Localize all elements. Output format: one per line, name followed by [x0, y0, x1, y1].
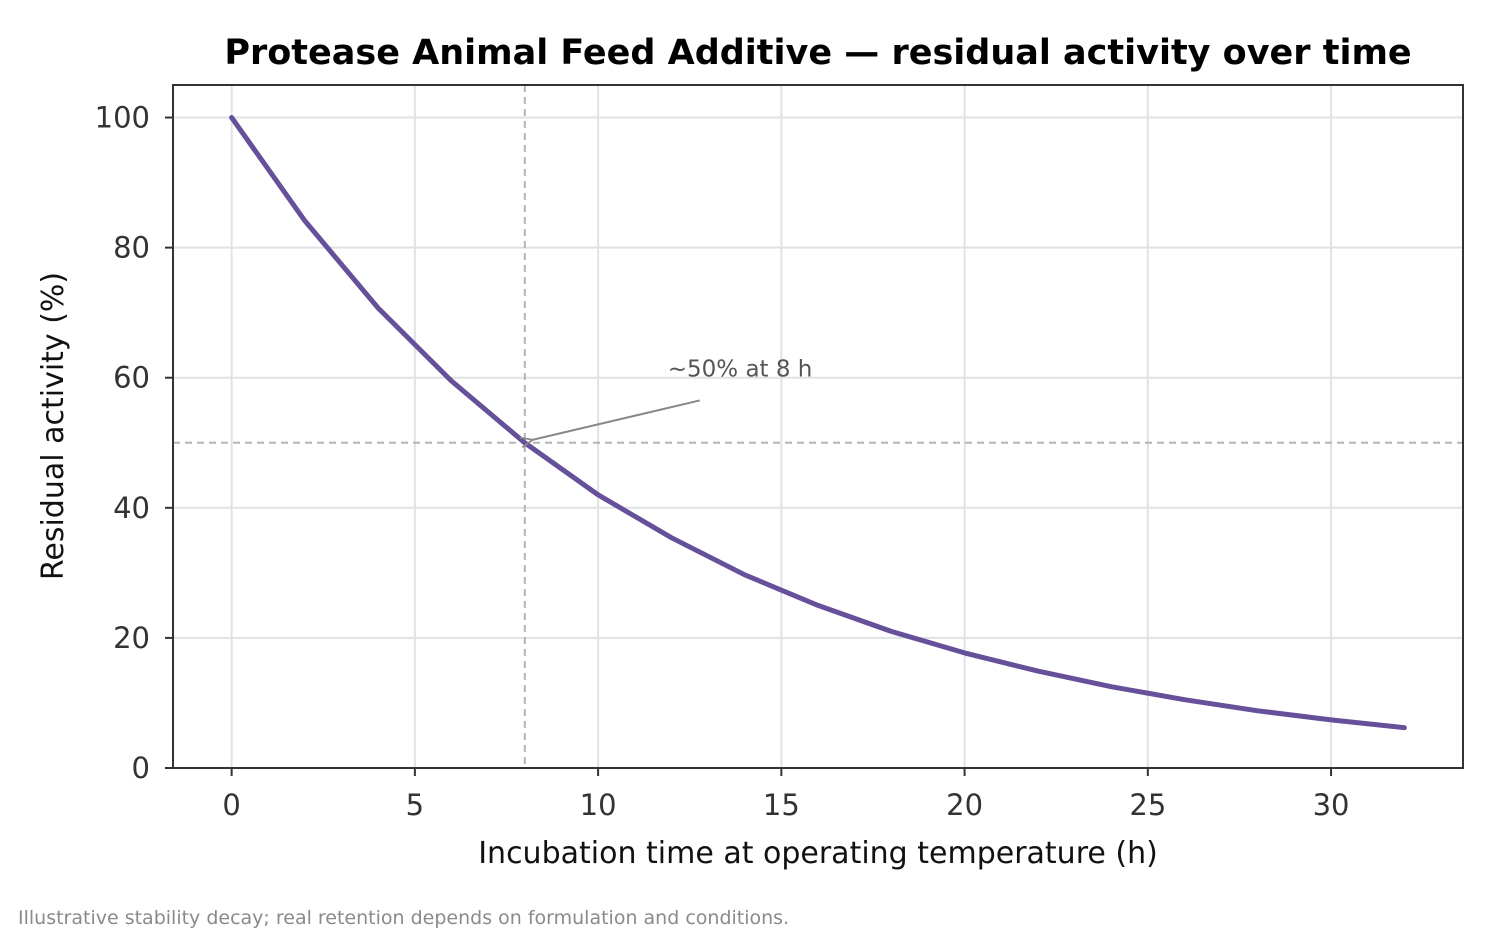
y-axis-label: Residual activity (%) — [36, 272, 71, 580]
series-line — [229, 115, 1407, 731]
x-tick-label: 0 — [222, 788, 240, 822]
y-tick-label: 0 — [132, 751, 150, 785]
footnote: Illustrative stability decay; real reten… — [18, 907, 789, 929]
x-axis-label: Incubation time at operating temperature… — [478, 836, 1158, 871]
y-tick-label: 20 — [113, 621, 150, 655]
chart-title: Protease Animal Feed Additive — residual… — [224, 33, 1411, 73]
y-tick-label: 100 — [95, 101, 150, 135]
series-layer — [229, 115, 1407, 731]
x-tick-label: 5 — [406, 788, 424, 822]
ticks: 0 5 10 15 20 25 30 0 20 40 60 80 100 — [95, 101, 1350, 822]
y-tick-label: 40 — [113, 491, 150, 525]
y-tick-label: 80 — [113, 231, 150, 265]
plot-frame — [172, 84, 1464, 769]
annotation-label: ~50% at 8 h — [668, 356, 813, 382]
grid — [173, 85, 1463, 769]
x-tick-label: 10 — [580, 788, 617, 822]
reference-lines — [173, 85, 1463, 768]
x-tick-label: 20 — [946, 788, 983, 822]
annotation: ~50% at 8 h — [533, 356, 813, 439]
y-tick-label: 60 — [113, 361, 150, 395]
x-tick-label: 15 — [763, 788, 800, 822]
x-tick-label: 30 — [1313, 788, 1350, 822]
annotation-arrow — [533, 399, 700, 439]
x-tick-label: 25 — [1129, 788, 1166, 822]
